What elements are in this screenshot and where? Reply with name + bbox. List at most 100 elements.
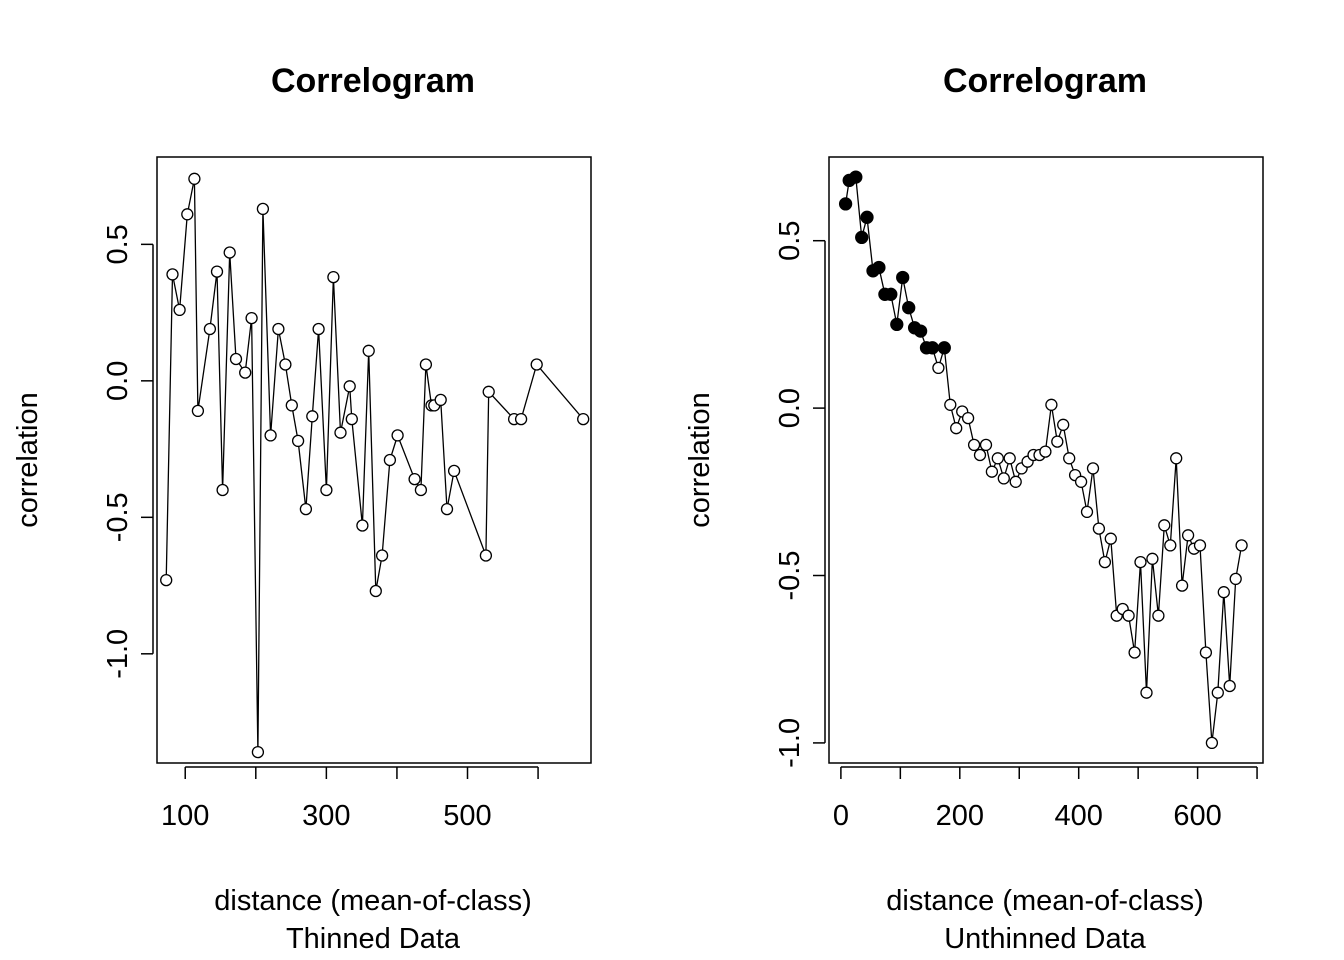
data-point [343, 380, 356, 393]
chart-title: Correlogram [271, 62, 475, 100]
data-point [849, 170, 863, 184]
data-point [1074, 475, 1088, 488]
y-axis: -1.0 -0.5 0.0 0.5 [774, 221, 826, 768]
panel-thinned: Correlogram 100 300 500 -1.0 -0.5 0.0 0.5 dis… [12, 62, 592, 955]
data-point [1063, 452, 1076, 465]
data-point [229, 352, 243, 366]
y-tick-label: 0.0 [774, 388, 806, 428]
data-point [408, 472, 421, 486]
data-point [1003, 452, 1016, 465]
series-line [844, 176, 1243, 743]
data-point [299, 502, 313, 516]
data-point [1217, 586, 1230, 599]
x-tick-label: 300 [302, 800, 350, 832]
data-point [160, 573, 173, 587]
data-point [950, 422, 963, 435]
data-point [961, 411, 975, 425]
data-point [291, 434, 305, 448]
data-point [1229, 572, 1242, 586]
data-point [1211, 686, 1224, 699]
data-point [1098, 555, 1112, 569]
data-point [223, 246, 236, 259]
y-axis-label: correlation [684, 392, 716, 527]
data-point [1086, 462, 1100, 475]
y-axis: -1.0 -0.5 0.0 0.5 [102, 224, 154, 679]
data-point [884, 287, 898, 301]
data-point [1104, 532, 1117, 545]
data-point [1051, 435, 1064, 448]
data-point [188, 172, 201, 185]
data-point [369, 584, 382, 598]
data-point [479, 549, 493, 562]
x-axis-subtitle: Unthinned Data [944, 923, 1146, 955]
data-point [362, 344, 375, 357]
data-point [306, 410, 319, 423]
data-point [440, 502, 454, 516]
x-tick-label: 0 [833, 800, 849, 832]
x-axis: 0 200 400 600 [833, 766, 1258, 832]
data-point [482, 385, 495, 398]
y-axis-label: correlation [12, 392, 44, 527]
plot-frame [828, 156, 1264, 764]
data-point [577, 412, 590, 426]
data-point [1235, 539, 1248, 552]
data-point [1039, 445, 1052, 458]
data-point [375, 549, 389, 562]
data-point [391, 429, 404, 442]
data-points [838, 170, 1248, 750]
data-point [1134, 555, 1147, 569]
data-point [312, 322, 325, 336]
data-point [1092, 522, 1106, 535]
data-point [1223, 679, 1236, 693]
data-point [1122, 609, 1135, 622]
data-point [345, 412, 358, 426]
data-point [285, 399, 298, 412]
data-point [1170, 452, 1183, 465]
data-point [245, 311, 258, 325]
data-point [414, 483, 428, 497]
x-tick-label: 500 [443, 800, 491, 832]
data-point [979, 438, 993, 452]
data-point [1164, 539, 1177, 552]
data-point [896, 270, 910, 285]
data-point [203, 322, 217, 336]
y-tick-label: -0.5 [774, 551, 806, 601]
data-point [264, 429, 277, 442]
data-point [181, 208, 194, 221]
data-point [256, 202, 270, 216]
data-point [210, 265, 224, 278]
x-tick-label: 600 [1173, 800, 1221, 832]
data-point [1158, 519, 1171, 532]
data-point [514, 412, 528, 426]
data-point [1146, 552, 1159, 565]
data-point [1057, 418, 1070, 431]
data-point [925, 341, 940, 355]
data-point [320, 483, 333, 497]
x-axis-label: distance (mean-of-class) [886, 885, 1204, 917]
data-point [902, 301, 916, 315]
data-point [1205, 736, 1219, 750]
y-tick-label: -1.0 [102, 629, 134, 679]
data-point [932, 361, 945, 375]
data-point [1181, 529, 1195, 542]
data-point [279, 358, 292, 371]
data-point [216, 483, 229, 497]
data-point [173, 303, 186, 317]
data-point [239, 366, 252, 379]
x-axis-subtitle: Thinned Data [286, 923, 461, 955]
data-point [434, 393, 447, 407]
y-tick-label: 0.5 [774, 221, 806, 261]
data-point [1080, 505, 1094, 519]
x-axis-label: distance (mean-of-class) [214, 885, 532, 917]
data-point [872, 260, 886, 275]
data-point [1152, 609, 1165, 622]
data-point [855, 230, 869, 245]
data-point [1175, 579, 1189, 592]
data-point [1009, 475, 1022, 488]
data-point [1193, 539, 1207, 552]
data-point [1128, 646, 1141, 659]
data-point [997, 472, 1010, 485]
chart-title: Correlogram [943, 62, 1147, 100]
data-point [1045, 398, 1058, 411]
x-axis: 100 300 500 [161, 766, 539, 832]
